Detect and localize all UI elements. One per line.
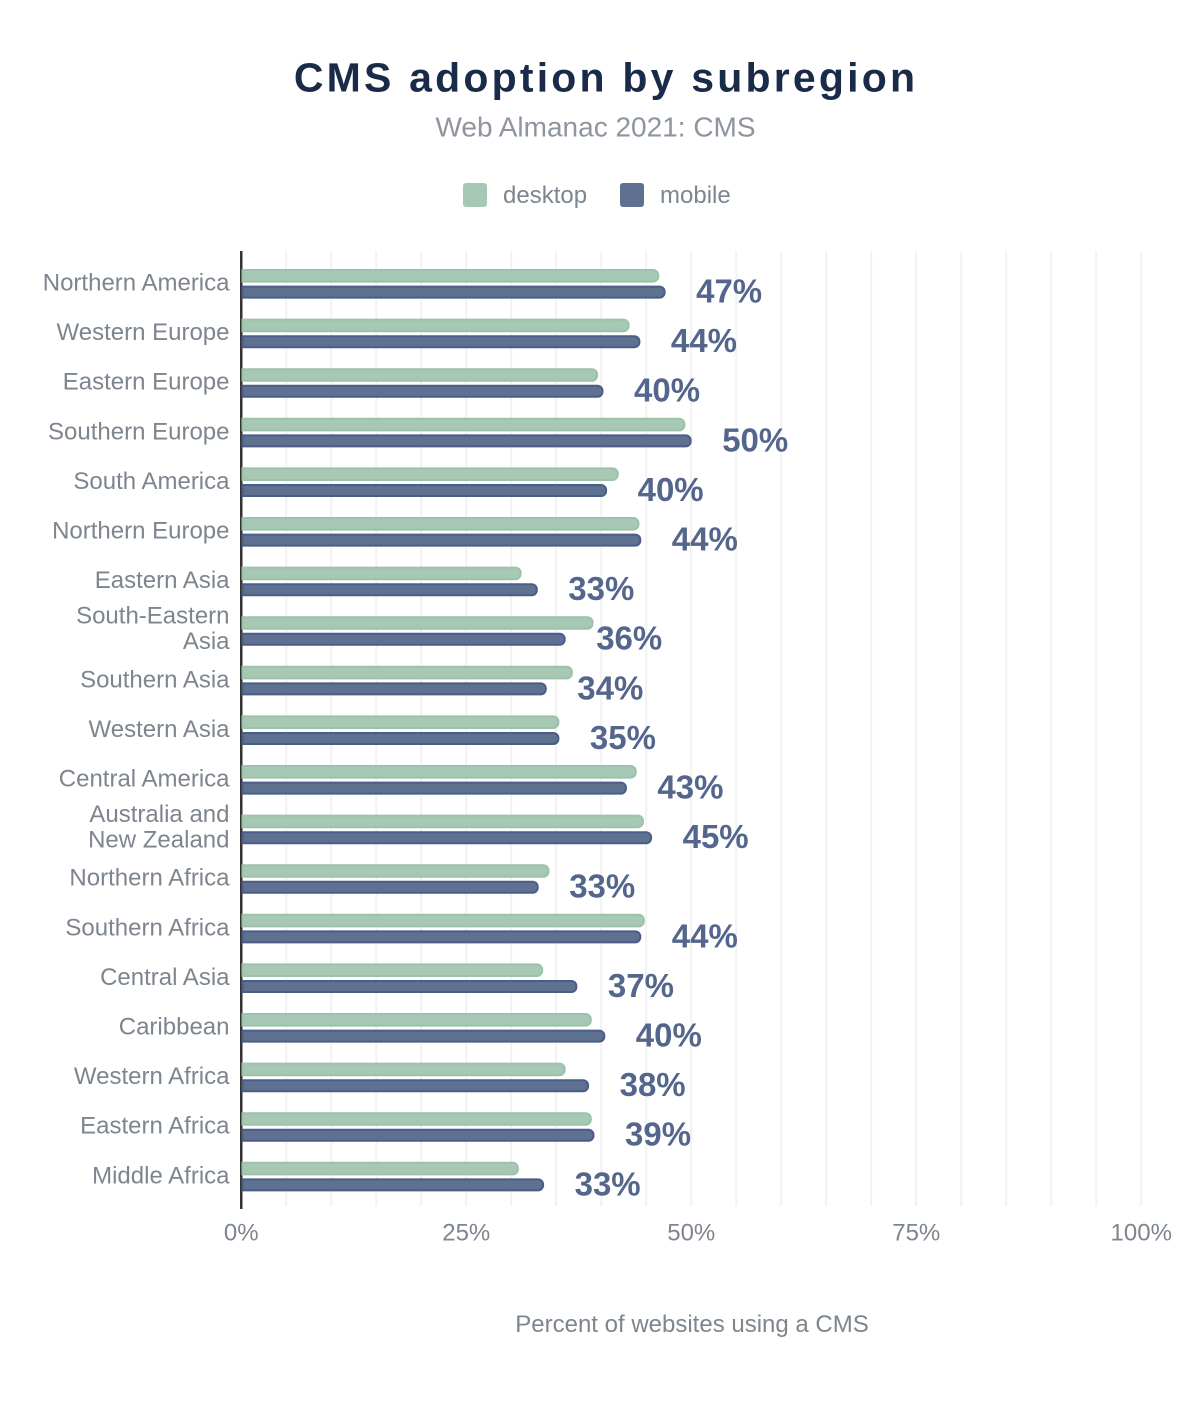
svg-text:36%: 36% bbox=[596, 620, 662, 657]
svg-text:100%: 100% bbox=[1111, 1220, 1172, 1247]
svg-text:44%: 44% bbox=[672, 917, 738, 954]
svg-text:Northern Africa: Northern Africa bbox=[69, 865, 230, 892]
svg-text:New Zealand: New Zealand bbox=[88, 827, 229, 854]
svg-text:South America: South America bbox=[73, 468, 230, 495]
svg-text:37%: 37% bbox=[608, 967, 674, 1004]
svg-text:Northern America: Northern America bbox=[43, 270, 230, 297]
svg-text:75%: 75% bbox=[892, 1220, 940, 1247]
svg-text:Southern Europe: Southern Europe bbox=[48, 418, 229, 445]
svg-text:Central America: Central America bbox=[59, 766, 230, 793]
svg-text:Eastern Asia: Eastern Asia bbox=[95, 567, 230, 594]
svg-text:Percent of websites using a CM: Percent of websites using a CMS bbox=[515, 1311, 869, 1338]
svg-text:33%: 33% bbox=[568, 570, 634, 607]
svg-text:Web Almanac 2021: CMS: Web Almanac 2021: CMS bbox=[435, 112, 755, 143]
svg-text:Northern Europe: Northern Europe bbox=[52, 518, 229, 545]
svg-text:Asia: Asia bbox=[183, 628, 230, 655]
svg-text:44%: 44% bbox=[672, 521, 738, 558]
svg-text:40%: 40% bbox=[638, 471, 704, 508]
svg-text:50%: 50% bbox=[667, 1220, 715, 1247]
svg-text:40%: 40% bbox=[636, 1017, 702, 1054]
svg-text:Eastern Africa: Eastern Africa bbox=[80, 1113, 230, 1140]
svg-text:Caribbean: Caribbean bbox=[119, 1014, 230, 1041]
svg-text:40%: 40% bbox=[634, 372, 700, 409]
svg-text:38%: 38% bbox=[620, 1066, 686, 1103]
svg-text:Southern Africa: Southern Africa bbox=[65, 914, 230, 941]
svg-text:44%: 44% bbox=[671, 322, 737, 359]
svg-text:South-Eastern: South-Eastern bbox=[76, 603, 229, 630]
svg-text:Middle Africa: Middle Africa bbox=[92, 1162, 230, 1189]
svg-text:39%: 39% bbox=[625, 1116, 691, 1153]
svg-text:mobile: mobile bbox=[660, 182, 731, 209]
svg-text:35%: 35% bbox=[590, 719, 656, 756]
svg-text:Eastern Europe: Eastern Europe bbox=[63, 369, 230, 396]
svg-text:Western Asia: Western Asia bbox=[89, 716, 231, 743]
svg-text:43%: 43% bbox=[657, 769, 723, 806]
svg-text:50%: 50% bbox=[722, 421, 788, 458]
svg-text:Western Africa: Western Africa bbox=[74, 1063, 230, 1090]
svg-text:Southern Asia: Southern Asia bbox=[80, 666, 230, 693]
svg-text:Central Asia: Central Asia bbox=[100, 964, 230, 991]
svg-text:33%: 33% bbox=[569, 868, 635, 905]
svg-text:desktop: desktop bbox=[503, 182, 587, 209]
svg-text:34%: 34% bbox=[577, 669, 643, 706]
svg-text:47%: 47% bbox=[696, 273, 762, 310]
svg-text:Western Europe: Western Europe bbox=[57, 319, 230, 346]
svg-text:0%: 0% bbox=[224, 1220, 259, 1247]
svg-text:Australia and: Australia and bbox=[89, 801, 229, 828]
svg-text:45%: 45% bbox=[683, 818, 749, 855]
svg-text:25%: 25% bbox=[442, 1220, 490, 1247]
svg-text:33%: 33% bbox=[575, 1165, 641, 1202]
svg-text:CMS adoption by subregion: CMS adoption by subregion bbox=[294, 55, 918, 101]
